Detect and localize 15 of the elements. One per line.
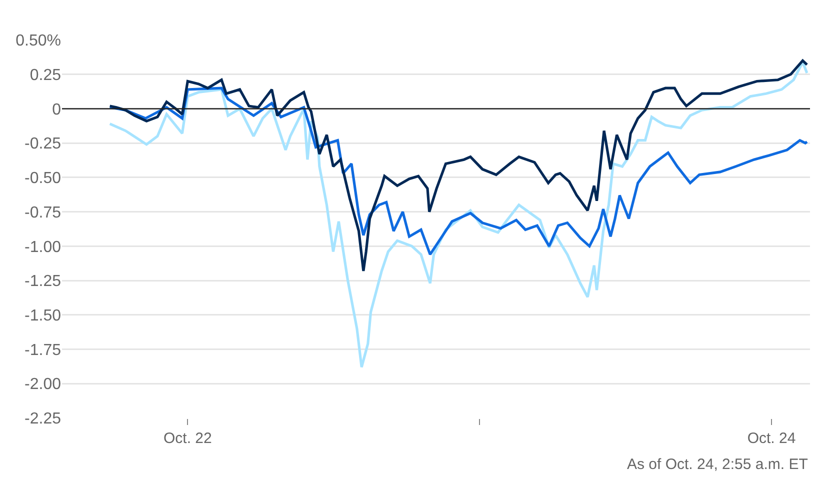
y-tick-label: -2.00: [24, 376, 62, 394]
y-tick-label: -1.50: [24, 308, 62, 325]
y-tick-label: -2.25: [24, 410, 62, 428]
y-tick-label: 0.50%: [16, 32, 61, 50]
y-tick-label: -0.75: [24, 204, 62, 222]
y-tick-label: 0.25: [30, 66, 62, 84]
y-tick-label: -0.25: [24, 136, 62, 153]
x-tick-label: Oct. 22: [164, 430, 212, 447]
x-tick-label: Oct. 24: [747, 430, 796, 447]
y-tick-label: -1.75: [24, 342, 62, 359]
y-tick-label: 0: [52, 101, 62, 118]
y-tick-label: -0.50: [24, 170, 62, 188]
y-tick-label: -1.00: [24, 238, 62, 256]
text: As of Oct. 24, 2:55 a.m. ET: [627, 456, 808, 473]
y-tick-label: -1.25: [24, 273, 62, 290]
